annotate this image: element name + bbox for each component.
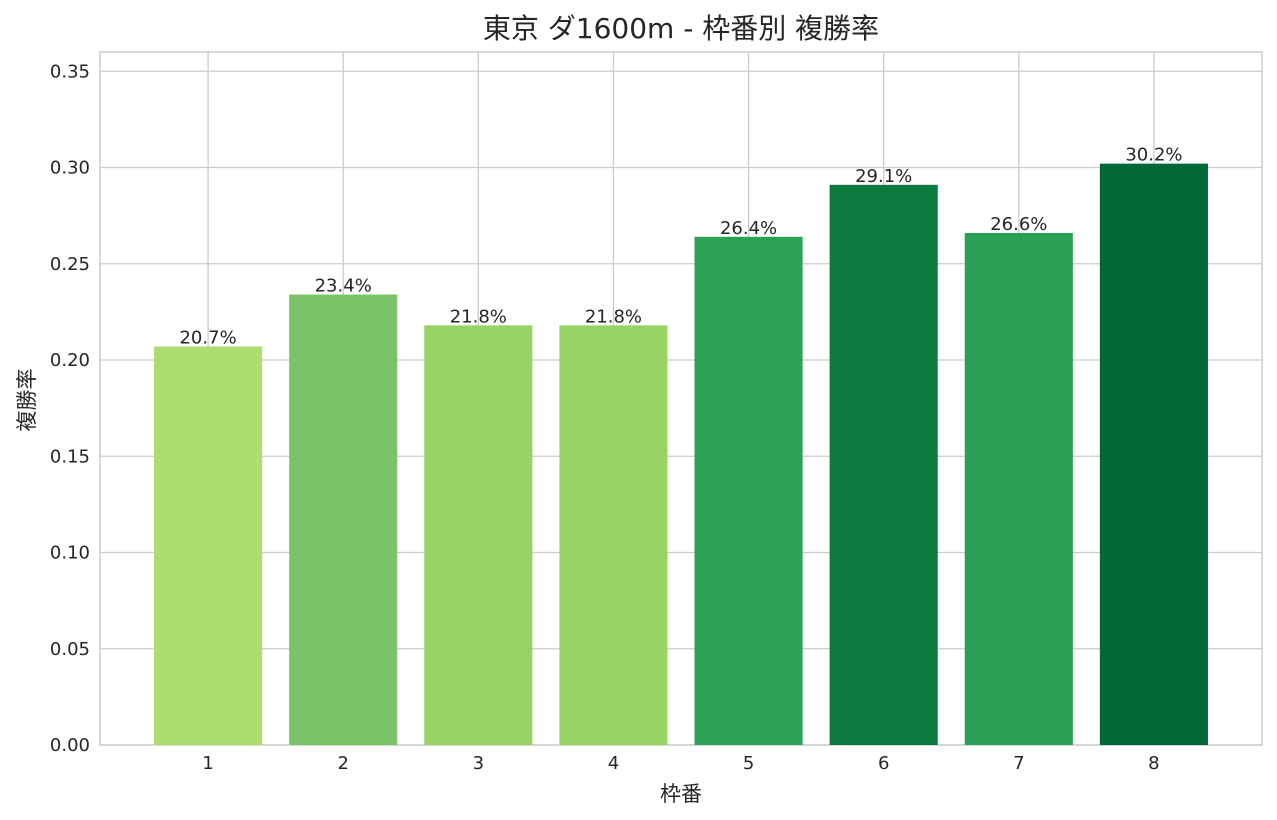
bar [289, 294, 398, 745]
x-tick-label: 5 [743, 753, 754, 774]
y-tick-label: 0.30 [50, 158, 90, 179]
x-axis-ticks: 1 2 3 4 5 6 7 8 [202, 753, 1159, 774]
y-tick-label: 0.20 [50, 350, 90, 371]
bar-value-label: 30.2% [1125, 145, 1182, 166]
plot-frame [99, 51, 1263, 746]
bar [154, 346, 263, 745]
y-tick-label: 0.00 [50, 735, 90, 756]
y-tick-label: 0.10 [50, 543, 90, 564]
bar [694, 236, 803, 746]
bar-value-label: 26.6% [990, 214, 1047, 235]
bar-value-label: 20.7% [179, 328, 236, 349]
x-tick-label: 4 [608, 753, 619, 774]
x-tick-label: 8 [1148, 753, 1159, 774]
gridlines [100, 52, 1262, 746]
bar-value-label: 26.4% [720, 218, 777, 239]
bar [964, 232, 1073, 745]
x-axis-label: 枠番 [660, 782, 702, 806]
chart-title: 東京 ダ1600m - 枠番別 複勝率 [483, 12, 879, 45]
y-tick-label: 0.25 [50, 254, 90, 275]
y-tick-label: 0.35 [50, 61, 90, 82]
bar-value-label: 21.8% [450, 306, 507, 327]
y-tick-label: 0.15 [50, 446, 90, 467]
y-tick-label: 0.05 [50, 639, 90, 660]
bars [154, 163, 1208, 746]
bar [829, 184, 938, 745]
y-axis-ticks: 0.00 0.05 0.10 0.15 0.20 0.25 0.30 0.35 [50, 61, 90, 756]
bar [424, 325, 533, 745]
bar-value-label: 23.4% [315, 276, 372, 297]
x-tick-label: 1 [202, 753, 213, 774]
x-tick-label: 6 [878, 753, 889, 774]
x-tick-label: 7 [1013, 753, 1024, 774]
y-axis-label: 複勝率 [15, 369, 39, 432]
x-tick-label: 2 [337, 753, 348, 774]
bar-value-label: 29.1% [855, 166, 912, 187]
bar [1099, 163, 1208, 745]
data-labels: 20.7% 23.4% 21.8% 21.8% 26.4% 29.1% 26.6% 30.2% [179, 145, 1182, 349]
bar-value-label: 21.8% [585, 306, 642, 327]
x-tick-label: 3 [473, 753, 484, 774]
bar [559, 325, 668, 745]
